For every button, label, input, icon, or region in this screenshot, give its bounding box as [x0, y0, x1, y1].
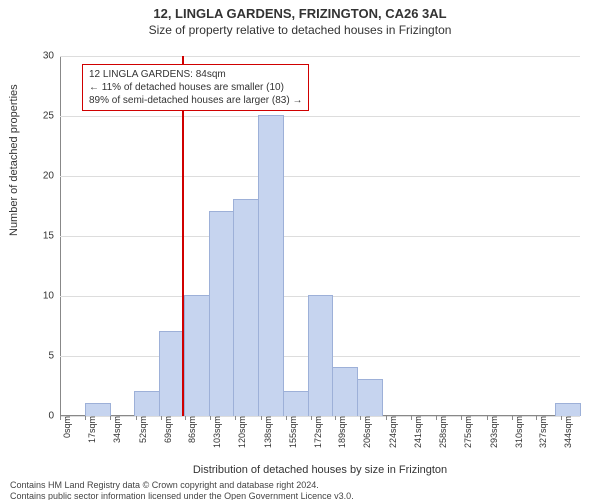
- x-tick-mark: [487, 416, 488, 420]
- x-tick-mark: [411, 416, 412, 420]
- x-tick-mark: [185, 416, 186, 420]
- x-tick-label: 86sqm: [185, 416, 197, 443]
- x-tick-mark: [286, 416, 287, 420]
- x-tick-mark: [360, 416, 361, 420]
- page-subtitle: Size of property relative to detached ho…: [0, 23, 600, 37]
- x-tick-mark: [512, 416, 513, 420]
- x-tick-mark: [161, 416, 162, 420]
- x-tick-mark: [136, 416, 137, 420]
- gridline: [60, 236, 580, 237]
- x-tick-label: 275sqm: [461, 416, 473, 448]
- histogram-bar: [209, 211, 235, 416]
- x-tick-label: 293sqm: [487, 416, 499, 448]
- x-tick-mark: [110, 416, 111, 420]
- footer-attribution: Contains HM Land Registry data © Crown c…: [10, 480, 354, 500]
- x-tick-label: 189sqm: [335, 416, 347, 448]
- x-tick-mark: [210, 416, 211, 420]
- gridline: [60, 176, 580, 177]
- x-tick-label: 17sqm: [85, 416, 97, 443]
- x-tick-mark: [85, 416, 86, 420]
- histogram-bar: [357, 379, 383, 416]
- x-tick-mark: [436, 416, 437, 420]
- x-tick-label: 344sqm: [561, 416, 573, 448]
- x-tick-mark: [311, 416, 312, 420]
- x-tick-mark: [536, 416, 537, 420]
- info-box-line: 89% of semi-detached houses are larger (…: [89, 94, 302, 107]
- x-tick-label: 138sqm: [261, 416, 273, 448]
- x-tick-label: 327sqm: [536, 416, 548, 448]
- x-tick-label: 0sqm: [60, 416, 72, 438]
- x-tick-label: 310sqm: [512, 416, 524, 448]
- histogram-bar: [555, 403, 581, 416]
- x-axis-label: Distribution of detached houses by size …: [60, 464, 580, 476]
- info-box-line: 12 LINGLA GARDENS: 84sqm: [89, 68, 302, 81]
- histogram-bar: [258, 115, 284, 416]
- histogram-bar: [134, 391, 160, 416]
- histogram-bar: [85, 403, 111, 416]
- x-tick-label: 120sqm: [235, 416, 247, 448]
- histogram-bar: [184, 295, 210, 416]
- histogram-bar: [332, 367, 358, 416]
- y-tick-label: 10: [14, 291, 60, 302]
- gridline: [60, 56, 580, 57]
- plot-area: 0510152025300sqm17sqm34sqm52sqm69sqm86sq…: [60, 56, 580, 416]
- x-tick-label: 224sqm: [386, 416, 398, 448]
- info-box: 12 LINGLA GARDENS: 84sqm← 11% of detache…: [82, 64, 309, 111]
- chart-container: 12, LINGLA GARDENS, FRIZINGTON, CA26 3AL…: [0, 6, 600, 500]
- histogram-bar: [159, 331, 185, 416]
- x-tick-mark: [60, 416, 61, 420]
- y-tick-label: 0: [14, 411, 60, 422]
- y-axis-label: Number of detached properties: [8, 84, 20, 236]
- x-tick-label: 206sqm: [360, 416, 372, 448]
- y-tick-label: 5: [14, 351, 60, 362]
- y-tick-label: 15: [14, 231, 60, 242]
- page-title: 12, LINGLA GARDENS, FRIZINGTON, CA26 3AL: [0, 6, 600, 21]
- histogram-bar: [283, 391, 309, 416]
- x-tick-label: 172sqm: [311, 416, 323, 448]
- x-tick-mark: [261, 416, 262, 420]
- y-tick-label: 25: [14, 111, 60, 122]
- x-tick-mark: [335, 416, 336, 420]
- histogram-bar: [233, 199, 259, 416]
- footer-line: Contains HM Land Registry data © Crown c…: [10, 480, 354, 491]
- x-tick-label: 103sqm: [210, 416, 222, 448]
- x-tick-label: 34sqm: [110, 416, 122, 443]
- x-tick-mark: [386, 416, 387, 420]
- x-tick-mark: [235, 416, 236, 420]
- x-tick-mark: [461, 416, 462, 420]
- x-tick-label: 69sqm: [161, 416, 173, 443]
- x-tick-mark: [561, 416, 562, 420]
- gridline: [60, 116, 580, 117]
- y-tick-label: 20: [14, 171, 60, 182]
- y-tick-label: 30: [14, 51, 60, 62]
- histogram-bar: [308, 295, 334, 416]
- footer-line: Contains public sector information licen…: [10, 491, 354, 500]
- info-box-line: ← 11% of detached houses are smaller (10…: [89, 81, 302, 94]
- x-tick-label: 241sqm: [411, 416, 423, 448]
- x-tick-label: 155sqm: [286, 416, 298, 448]
- x-tick-label: 258sqm: [436, 416, 448, 448]
- x-tick-label: 52sqm: [136, 416, 148, 443]
